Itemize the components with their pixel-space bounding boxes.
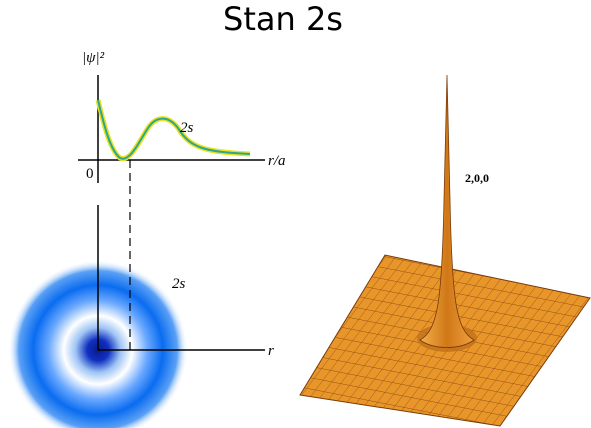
surface-label: 2,0,0 xyxy=(465,171,489,185)
page: Stan 2s |ψ|² 2s r/a 0 2s r 2,0,0 (() => … xyxy=(0,0,591,428)
slide: Stan 2s |ψ|² 2s r/a 0 2s r 2,0,0 xyxy=(0,0,591,428)
y-label: |ψ|² xyxy=(82,50,105,66)
origin-label: 0 xyxy=(86,166,94,182)
title: Stan 2s xyxy=(223,0,343,38)
x-label: r/a xyxy=(268,153,286,169)
ring-label: 2s xyxy=(172,276,186,292)
curve xyxy=(98,100,250,159)
curve-label: 2s xyxy=(180,120,194,136)
curve-glow xyxy=(98,100,250,159)
r-label: r xyxy=(268,343,274,359)
